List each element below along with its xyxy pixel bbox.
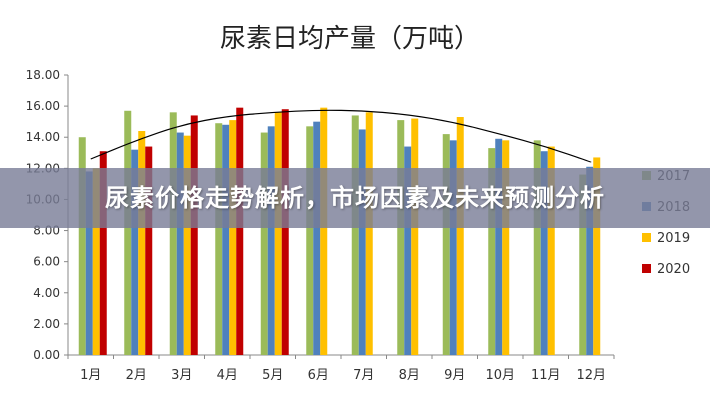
bar-2019-9月 — [456, 117, 464, 355]
bar-2020-1月 — [99, 151, 107, 355]
x-tick-label: 9月 — [444, 368, 465, 383]
x-tick-label: 11月 — [531, 368, 561, 383]
bar-2018-4月 — [222, 124, 230, 356]
bar-2019-12月 — [593, 157, 601, 355]
bar-2020-4月 — [236, 107, 244, 356]
bar-2017-12月 — [579, 174, 587, 355]
bar-2018-7月 — [358, 129, 366, 355]
bar-2017-6月 — [306, 126, 314, 355]
bar-2017-11月 — [533, 140, 541, 355]
bar-2019-8月 — [411, 118, 419, 355]
bar-2018-1月 — [85, 171, 93, 355]
y-tick-label: 2.00 — [33, 317, 60, 331]
bar-2018-10月 — [495, 138, 503, 355]
x-tick-label: 12月 — [576, 368, 606, 383]
bar-2017-5月 — [260, 132, 268, 355]
bar-2017-7月 — [351, 115, 359, 355]
bar-2017-3月 — [169, 112, 177, 355]
y-tick-label: 16.00 — [26, 99, 60, 113]
bar-2020-5月 — [281, 109, 289, 355]
trendline-path — [90, 109, 592, 163]
legend-label-2019: 2019 — [657, 231, 690, 246]
bar-2018-11月 — [540, 151, 548, 355]
x-axis: 1月 2月 3月 4月 5月 6月 7月 8月 9月 10月 11月 12月 — [67, 354, 615, 383]
bar-2017-2月 — [124, 110, 132, 356]
bar-2018-3月 — [176, 132, 184, 355]
legend-swatch-2020 — [642, 264, 651, 273]
bar-2020-2月 — [145, 146, 153, 355]
x-tick-label: 1月 — [80, 368, 101, 383]
x-tick-label: 5月 — [262, 368, 283, 383]
bar-2019-5月 — [274, 112, 282, 355]
bar-2019-11月 — [547, 146, 555, 355]
bar-2018-2月 — [131, 149, 139, 355]
x-tick-label: 8月 — [399, 368, 420, 383]
bar-2017-10月 — [488, 148, 496, 355]
bar-2017-4月 — [215, 123, 223, 355]
bar-2019-2月 — [138, 131, 146, 355]
bar-2018-8月 — [404, 146, 412, 355]
x-tick-label: 7月 — [353, 368, 374, 383]
y-tick-label: 6.00 — [33, 255, 60, 269]
y-tick-label: 0.00 — [33, 348, 60, 362]
y-tick-label: 4.00 — [33, 286, 60, 300]
legend-swatch-2019 — [642, 233, 651, 242]
bar-2019-10月 — [502, 140, 510, 355]
bar-2019-4月 — [229, 120, 237, 355]
bar-2018-12月 — [586, 166, 594, 355]
legend-label-2020: 2020 — [657, 262, 690, 277]
x-tick-label: 6月 — [308, 368, 329, 383]
y-tick-label: 14.00 — [26, 130, 60, 144]
bar-2019-3月 — [183, 135, 191, 355]
trendline — [90, 109, 592, 163]
chart-title: 尿素日均产量（万吨） — [220, 24, 480, 54]
x-tick-label: 2月 — [126, 368, 147, 383]
title-banner: 尿素价格走势解析，市场因素及未来预测分析 — [0, 168, 710, 228]
bar-2018-9月 — [449, 140, 457, 355]
bar-2019-1月 — [92, 168, 100, 355]
bar-2018-5月 — [267, 126, 275, 355]
banner-text: 尿素价格走势解析，市场因素及未来预测分析 — [105, 184, 605, 212]
bar-2019-7月 — [365, 112, 373, 355]
x-tick-label: 10月 — [485, 368, 515, 383]
bar-2017-1月 — [78, 137, 86, 355]
bar-2017-9月 — [442, 134, 450, 355]
bar-2018-6月 — [313, 121, 321, 356]
y-tick-label: 18.00 — [26, 68, 60, 82]
x-tick-label: 4月 — [217, 368, 238, 383]
bar-2019-6月 — [320, 107, 328, 356]
bars — [78, 107, 601, 356]
bar-2017-8月 — [397, 120, 405, 355]
bar-2020-3月 — [190, 115, 198, 355]
x-tick-label: 3月 — [171, 368, 192, 383]
y-axis: 0.002.004.006.008.0010.0012.0014.0016.00… — [26, 68, 69, 362]
